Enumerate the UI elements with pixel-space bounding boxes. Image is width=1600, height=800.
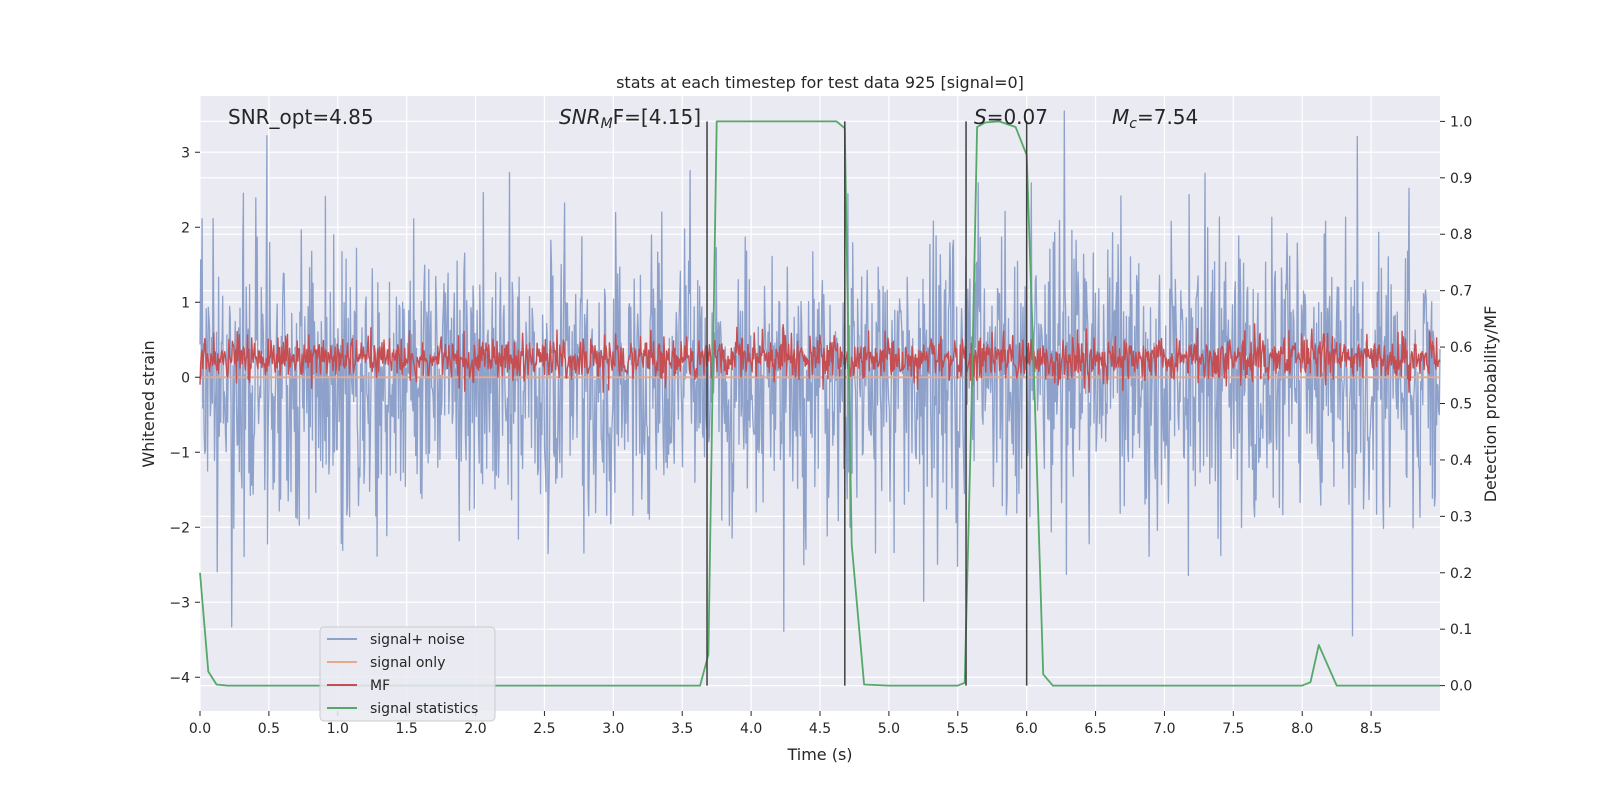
y-axis-label: Whitened strain [139, 340, 158, 467]
annotation-s-value: =0.07 [987, 105, 1048, 129]
y-right-tick-label: 0.9 [1450, 171, 1472, 187]
y-right-tick-label: 0.8 [1450, 227, 1472, 243]
annotation-mc-label: M [1112, 105, 1129, 129]
y-right-tick-label: 0.7 [1450, 284, 1472, 300]
x-tick-label: 7.5 [1222, 721, 1244, 737]
axes: 0.0 0.5 1.0 1.5 2.0 2.5 3.0 3.5 4.0 4.5 5.0 5.5 6.0 6… [169, 114, 1472, 737]
x-tick-label: 6.0 [1016, 721, 1038, 737]
y-tick-label: 0 [181, 370, 190, 386]
legend-box [319, 626, 496, 722]
x-tick-label: 7.0 [1153, 721, 1175, 737]
x-tick-label: 8.0 [1291, 721, 1313, 737]
vertical-markers [706, 121, 1028, 686]
y-tick-label: 3 [181, 145, 190, 161]
annotation-snr-mf-sub: M [601, 116, 613, 132]
annotation-snr-mf-suffix: F=[4.15] [613, 105, 701, 129]
y-right-tick-label: 0.3 [1450, 509, 1472, 525]
x-tick-label: 4.5 [809, 721, 831, 737]
y-right-tick-label: 0.1 [1450, 622, 1472, 638]
x-tick-label: 5.0 [878, 721, 900, 737]
x-tick-label: 2.0 [464, 721, 486, 737]
y-axis-right-label: Detection probability/MF [1481, 306, 1500, 503]
y-tick-label: −3 [169, 595, 190, 611]
legend-label-signal-noise: signal+ noise [370, 632, 465, 648]
x-tick-label: 3.5 [671, 721, 693, 737]
annotation-snr-opt: SNR_opt=4.85 [228, 105, 374, 129]
chart-title: stats at each timestep for test data 925… [616, 73, 1024, 92]
x-tick-label: 1.0 [327, 721, 349, 737]
y-right-tick-label: 0.0 [1450, 679, 1472, 695]
annotation-s-label: S [974, 105, 987, 129]
x-tick-label: 5.5 [947, 721, 969, 737]
y-right-tick-label: 0.2 [1450, 566, 1472, 582]
legend-label-signal-statistics: signal statistics [370, 701, 478, 717]
grid [199, 96, 1440, 711]
x-tick-label: 0.0 [189, 721, 211, 737]
y-tick-label: −1 [169, 445, 190, 461]
legend-label-signal-only: signal only [370, 655, 445, 671]
x-tick-label: 1.5 [396, 721, 418, 737]
x-tick-label: 3.0 [602, 721, 624, 737]
x-tick-label: 6.5 [1084, 721, 1106, 737]
y-right-tick-label: 0.4 [1450, 453, 1472, 469]
y-right-tick-label: 1.0 [1450, 114, 1472, 130]
y-tick-label: 2 [181, 220, 190, 236]
annotation-snr-mf-label: SNR [559, 105, 601, 129]
y-right-tick-label: 0.6 [1450, 340, 1472, 356]
y-tick-label: 1 [181, 295, 190, 311]
y-right-tick-label: 0.5 [1450, 397, 1472, 413]
legend: signal+ noise signal only MF signal stat… [319, 626, 496, 722]
x-tick-label: 8.5 [1360, 721, 1382, 737]
y-tick-label: −2 [169, 520, 190, 536]
x-tick-label: 0.5 [258, 721, 280, 737]
x-tick-label: 2.5 [533, 721, 555, 737]
annotation-mc: Mc=7.54 [1112, 105, 1198, 132]
annotation-mc-sub: c [1129, 116, 1137, 132]
series-line-signal-noise [199, 110, 1441, 637]
annotation-snr-mf: SNRMF=[4.15] [559, 105, 701, 132]
x-tick-label: 4.0 [740, 721, 762, 737]
legend-label-mf: MF [370, 678, 390, 694]
series-line-mf [199, 323, 1441, 393]
y-tick-label: −4 [169, 670, 190, 686]
annotation-s: S=0.07 [974, 105, 1048, 129]
x-axis-label: Time (s) [786, 745, 852, 764]
annotation-mc-value: =7.54 [1137, 105, 1198, 129]
